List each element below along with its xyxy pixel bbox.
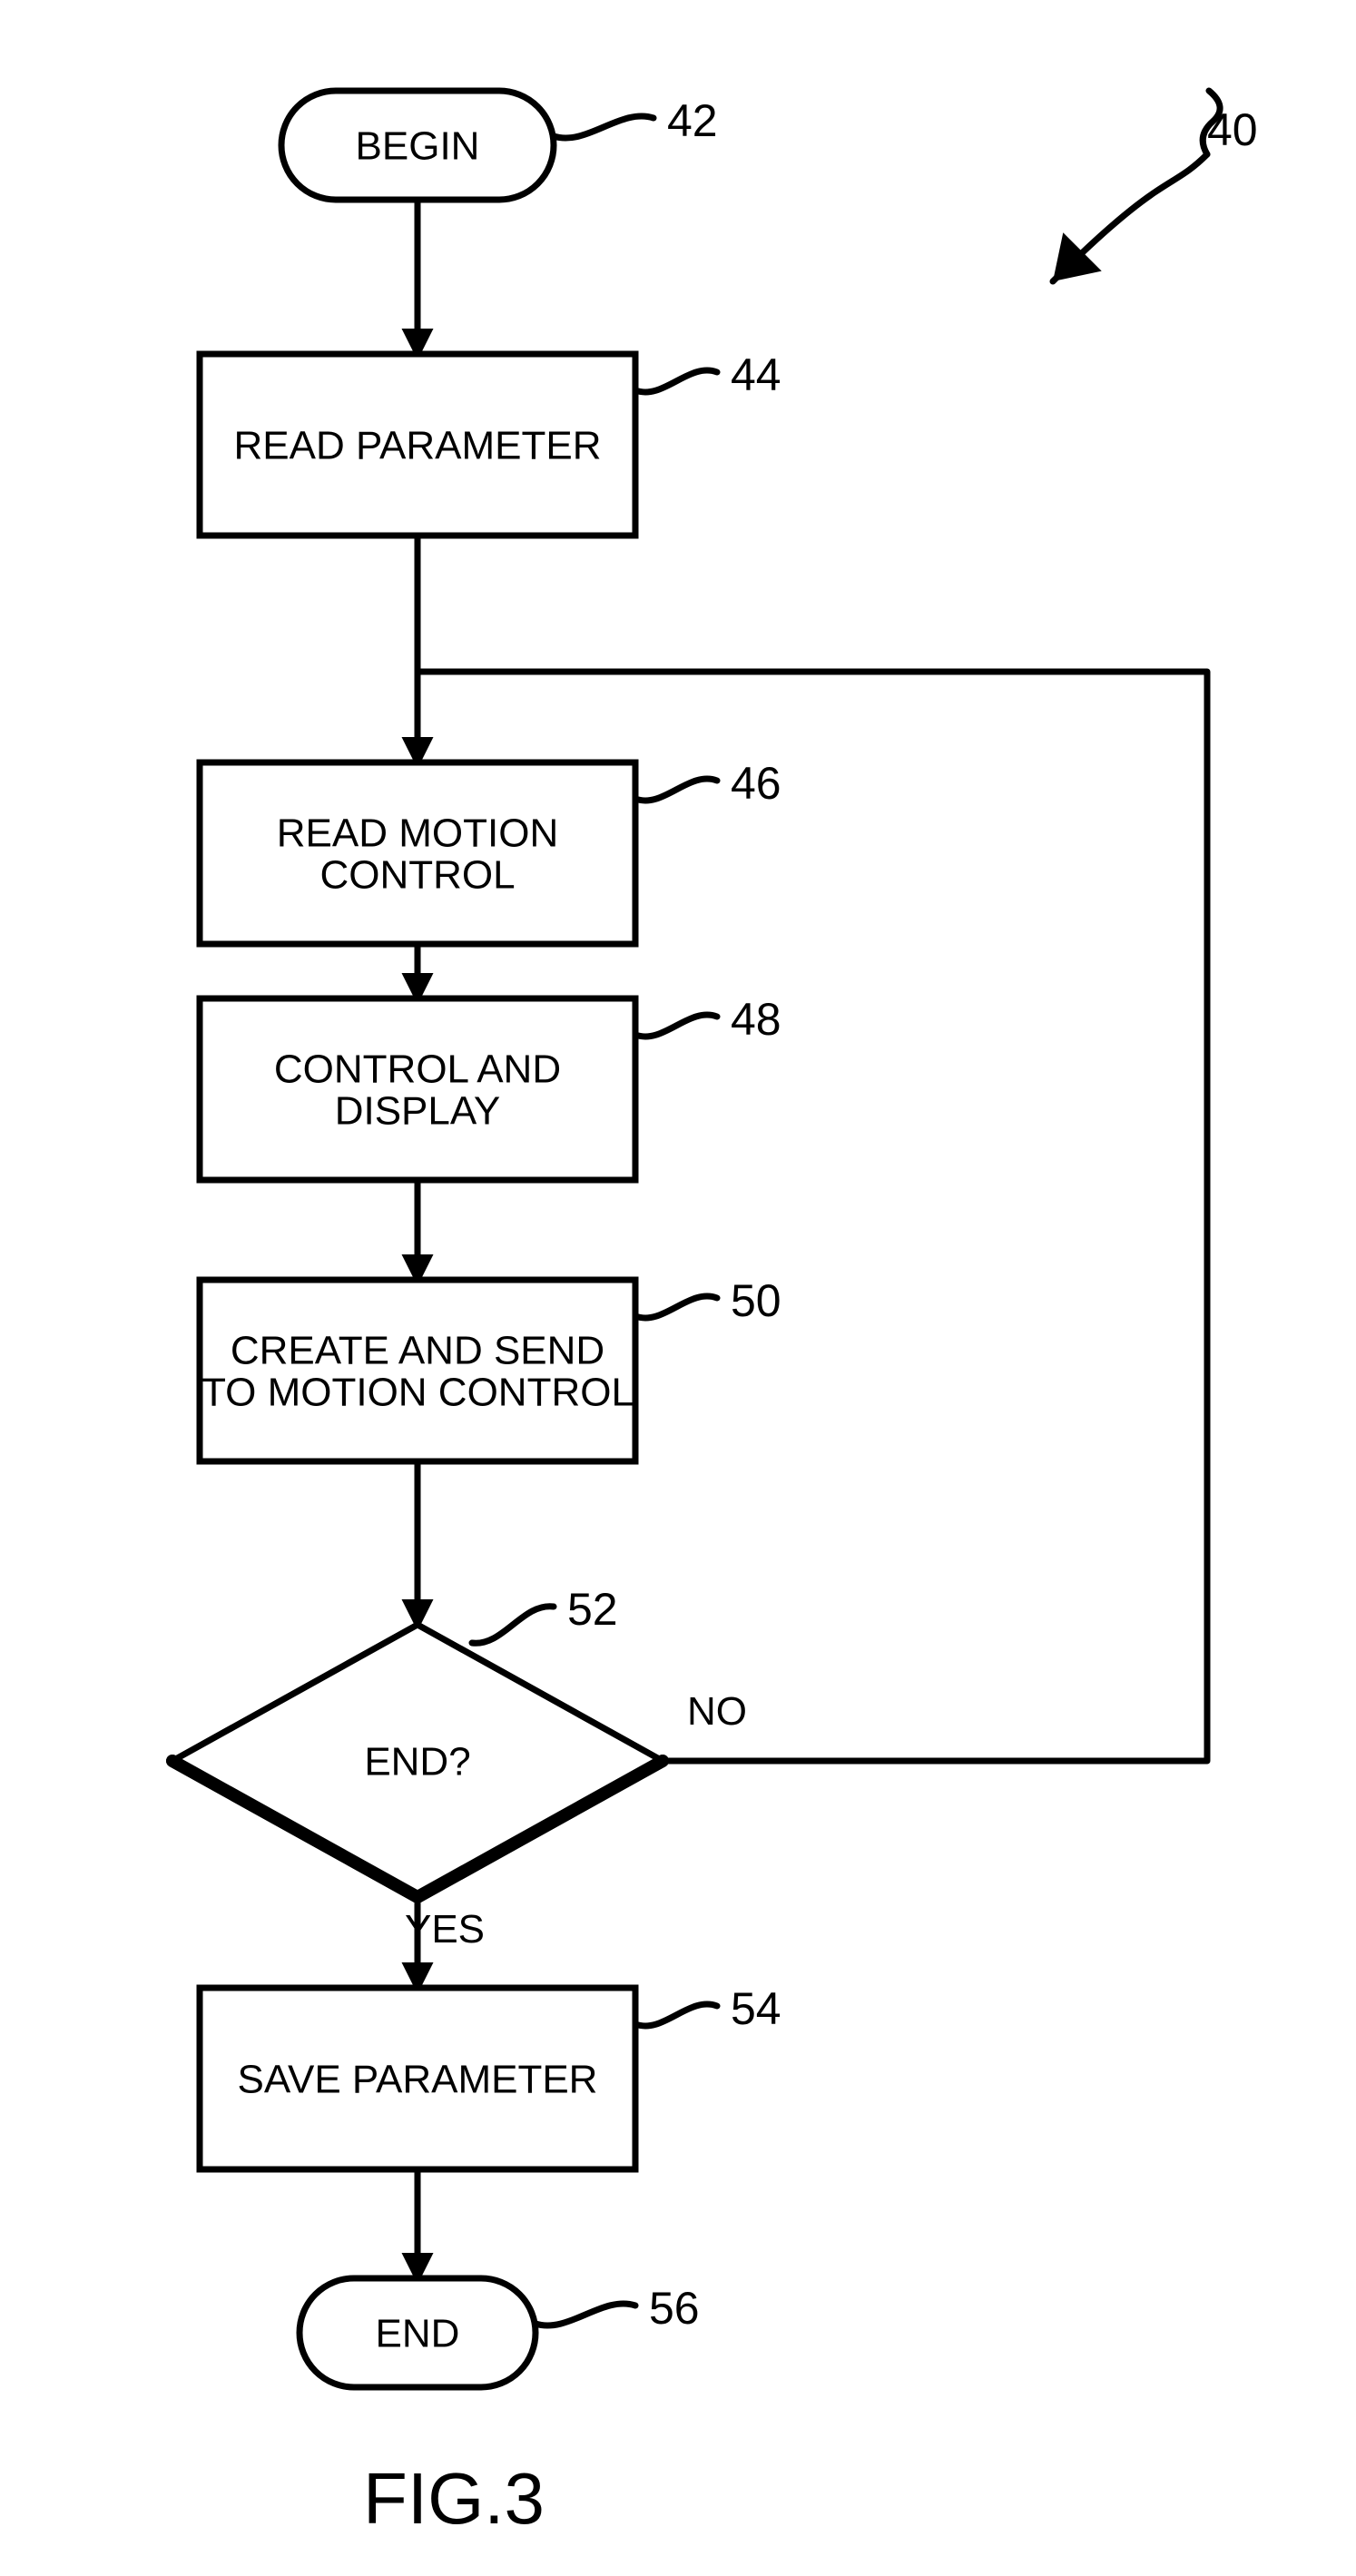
- ref-number: 52: [567, 1584, 618, 1635]
- edge-label: YES: [405, 1907, 485, 1952]
- node-text: SAVE PARAMETER: [238, 2057, 598, 2101]
- ref-number: 50: [731, 1275, 781, 1326]
- page-ref: 40: [1207, 104, 1258, 155]
- node-text: END: [376, 2311, 460, 2355]
- node-text: CONTROL AND: [274, 1047, 561, 1091]
- ref-number: 44: [731, 349, 781, 400]
- node-text: READ PARAMETER: [233, 423, 601, 467]
- figure-label: FIG.3: [363, 2458, 545, 2539]
- node-text: CONTROL: [319, 853, 515, 898]
- node-text: TO MOTION CONTROL: [201, 1371, 634, 1415]
- node-text: CREATE AND SEND: [231, 1328, 604, 1372]
- flowchart-figure: BEGIN42READ PARAMETER44READ MOTIONCONTRO…: [0, 0, 1356, 2576]
- edge-label: NO: [687, 1689, 747, 1734]
- ref-number: 54: [731, 1983, 781, 2034]
- node-text: DISPLAY: [335, 1089, 501, 1134]
- ref-number: 56: [649, 2283, 700, 2334]
- node-text: READ MOTION: [277, 811, 558, 855]
- ref-number: 48: [731, 994, 781, 1045]
- ref-number: 46: [731, 758, 781, 809]
- ref-number: 42: [667, 95, 718, 146]
- node-text: BEGIN: [356, 123, 480, 168]
- node-text: END?: [364, 1739, 470, 1784]
